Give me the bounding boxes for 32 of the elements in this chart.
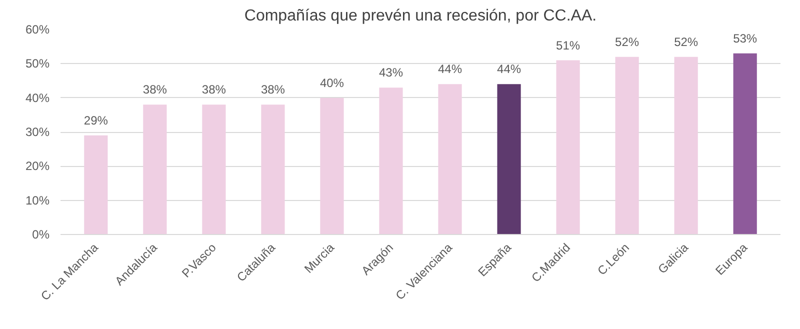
bar: [202, 104, 226, 234]
bar: [733, 53, 757, 234]
bar: [320, 98, 344, 234]
data-label: 52%: [674, 34, 698, 49]
bar: [143, 104, 167, 234]
data-label: 44%: [438, 62, 462, 76]
y-tick-label: 30%: [25, 125, 50, 139]
bar: [261, 104, 285, 234]
data-label: 38%: [260, 82, 286, 97]
chart-title: Compañías que prevén una recesión, por CC.AA.: [244, 8, 597, 24]
data-label: 52%: [615, 34, 640, 49]
y-tick-label: 20%: [25, 159, 50, 174]
y-tick-label: 40%: [25, 90, 50, 105]
bar: [674, 56, 698, 234]
data-label: 40%: [320, 76, 344, 90]
y-tick-label: 10%: [25, 193, 50, 208]
data-label: 51%: [556, 38, 580, 52]
bar: [615, 56, 639, 234]
data-label: 38%: [202, 82, 226, 97]
data-label: 29%: [84, 113, 108, 128]
data-label: 38%: [142, 82, 168, 97]
data-label: 43%: [378, 66, 404, 80]
data-label: 44%: [497, 62, 522, 76]
bar: [497, 84, 521, 234]
bar: [379, 88, 403, 234]
y-tick-label: 60%: [25, 22, 50, 36]
bar: [84, 135, 108, 234]
data-label: 53%: [733, 31, 758, 46]
y-tick-label: 50%: [25, 56, 50, 71]
bar: [556, 60, 580, 234]
bar: [438, 84, 462, 234]
y-tick-label: 0%: [32, 228, 50, 242]
